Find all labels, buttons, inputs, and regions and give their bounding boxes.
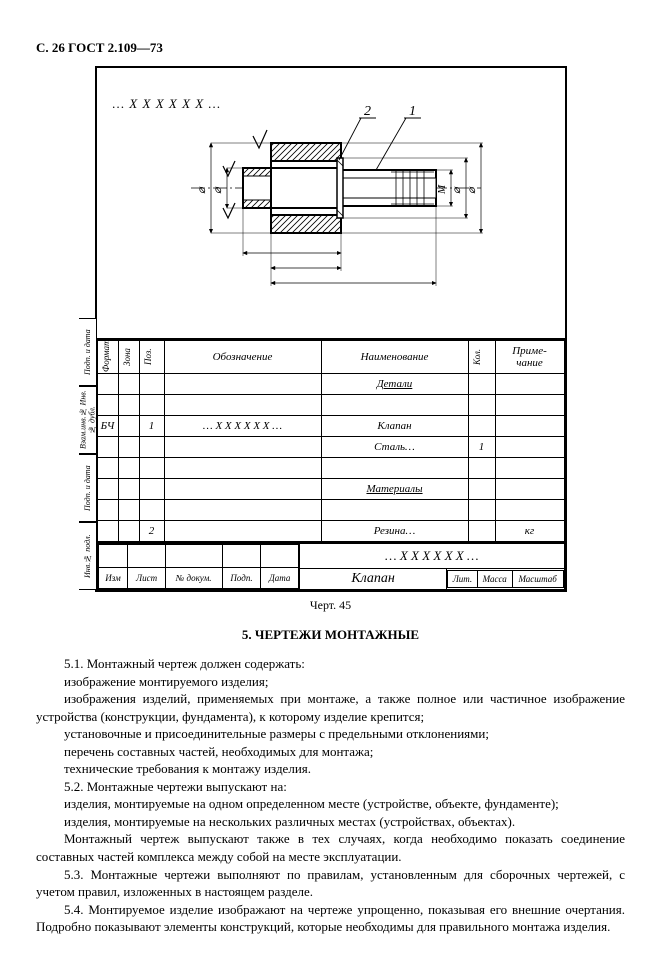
para: Монтажный чертеж выпускают также в тех с… (36, 830, 625, 865)
para: 5.2. Монтажные чертежи выпускают на: (36, 778, 625, 796)
cell-desig: … X X X X X X … (164, 416, 321, 437)
callout-2: 2 (364, 104, 371, 119)
th-designation: Обозначение (164, 341, 321, 374)
drawing-area: … X X X X X X … (97, 88, 565, 340)
th-qty: Кол. (472, 342, 482, 372)
section-title: 5. ЧЕРТЕЖИ МОНТАЖНЫЕ (36, 627, 625, 643)
side-tab: Подп. и дата (79, 454, 97, 522)
para: 5.4. Монтируемое изделие изображают на ч… (36, 901, 625, 936)
cell-name: Сталь… (321, 437, 468, 458)
tb-col: № докум. (165, 568, 222, 589)
para: перечень составных частей, необходимых д… (36, 743, 625, 761)
svg-text:⌀: ⌀ (451, 186, 463, 194)
svg-text:⌀: ⌀ (466, 186, 478, 194)
side-tab: Подп. и дата (79, 318, 97, 386)
svg-text:⌀: ⌀ (196, 186, 208, 194)
section-materials: Материалы (321, 479, 468, 500)
specification-table: Формат Зона Поз. Обозначение Наименовани… (97, 340, 565, 542)
page-header: С. 26 ГОСТ 2.109—73 (36, 40, 625, 56)
cell-note: кг (495, 521, 564, 542)
cell-qty: 1 (468, 437, 495, 458)
para: изделия, монтируемые на нескольких разли… (36, 813, 625, 831)
cell-name: Резина… (321, 521, 468, 542)
para: изделия, монтируемые на одном определенн… (36, 795, 625, 813)
body-text: 5.1. Монтажный чертеж должен содержать: … (36, 655, 625, 936)
title-block-doc-code: … X X X X X X … (300, 543, 564, 569)
drawing-doc-number: … X X X X X X … (113, 96, 222, 112)
para: установочные и присоединительные размеры… (36, 725, 625, 743)
cell-name: Клапан (321, 416, 468, 437)
tb-col: Подп. (222, 568, 261, 589)
tb-col: Изм (98, 568, 128, 589)
para: технические требования к монтажу изделия… (36, 760, 625, 778)
tb-rc: Лит. (448, 571, 478, 588)
svg-text:M: M (436, 184, 448, 195)
callout-1: 1 (409, 104, 416, 119)
title-block-name: Клапан (300, 569, 447, 590)
para: изображения изделий, применяемых при мон… (36, 690, 625, 725)
th-zone: Зона (122, 342, 132, 372)
para: 5.3. Монтажные чертежи выполняют по прав… (36, 866, 625, 901)
figure-caption: Черт. 45 (36, 598, 625, 613)
svg-text:⌀: ⌀ (212, 186, 224, 194)
tb-col: Лист (128, 568, 165, 589)
th-pos: Поз. (143, 342, 153, 372)
cell-pos: 1 (139, 416, 164, 437)
valve-drawing: 2 1 ⌀ ⌀ M (161, 88, 501, 298)
section-detali: Детали (321, 374, 468, 395)
th-format: Формат (101, 342, 111, 372)
side-tab: Инв.№ подл. (79, 522, 97, 590)
cell-pos: 2 (139, 521, 164, 542)
tb-rc: Масштаб (512, 571, 563, 588)
title-block: Изм Лист № докум. Подп. Дата … X X X X X… (97, 542, 565, 590)
cell-fmt: БЧ (97, 416, 118, 437)
th-note: Приме- чание (495, 341, 564, 374)
tb-col: Дата (261, 568, 299, 589)
para: 5.1. Монтажный чертеж должен содержать: (36, 655, 625, 673)
tb-rc: Масса (477, 571, 512, 588)
side-tabs: Подп. и дата Взам.инв.№ Инв.№ дубл. Подп… (79, 318, 97, 590)
technical-drawing-figure: Подп. и дата Взам.инв.№ Инв.№ дубл. Подп… (95, 66, 567, 592)
side-tab: Взам.инв.№ Инв.№ дубл. (79, 386, 97, 454)
specification-table-wrap: Формат Зона Поз. Обозначение Наименовани… (97, 340, 565, 542)
para: изображение монтируемого изделия; (36, 673, 625, 691)
th-name: Наименование (321, 341, 468, 374)
